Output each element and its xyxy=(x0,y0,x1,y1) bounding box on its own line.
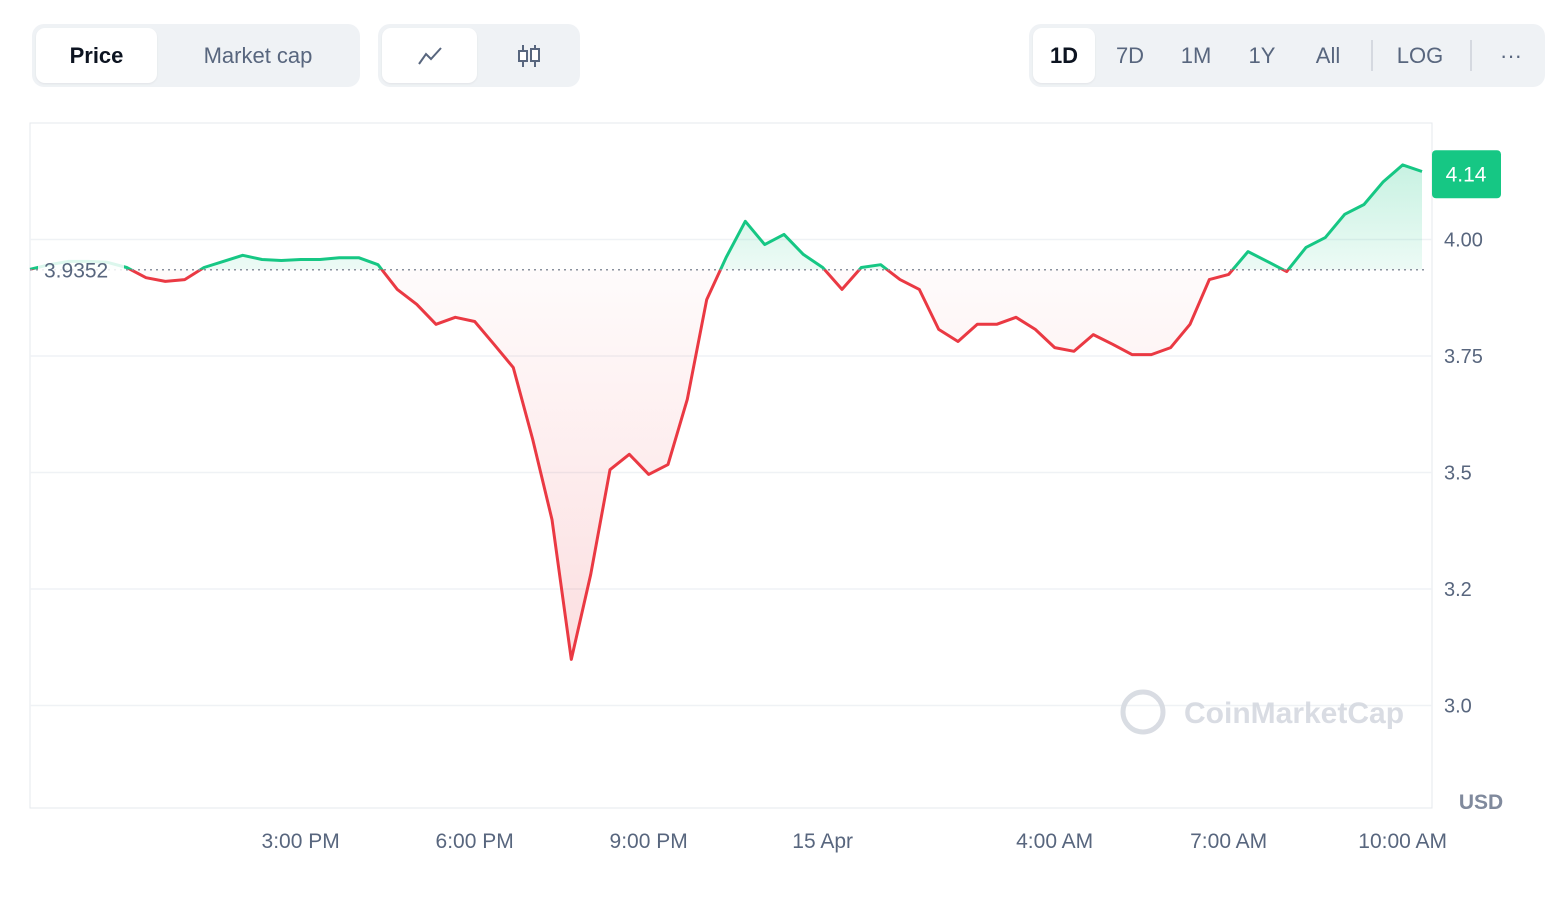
x-tick-label: 3:00 PM xyxy=(262,830,340,853)
line-icon xyxy=(417,46,442,65)
range-button[interactable]: 1M xyxy=(1180,42,1212,68)
range-button[interactable]: 1Y xyxy=(1248,42,1276,68)
baseline-label-bg xyxy=(38,255,124,284)
watermark-logo xyxy=(1120,689,1166,735)
candle-chart-button[interactable] xyxy=(481,28,576,83)
tab-group: Price Market cap xyxy=(32,24,360,87)
currency-label: USD xyxy=(1459,791,1503,814)
watermark: CoinMarketCap xyxy=(1120,689,1404,735)
tab[interactable]: Market cap xyxy=(203,42,313,68)
price-tag xyxy=(1432,150,1501,199)
separator xyxy=(1470,40,1472,71)
x-tick-label: 6:00 PM xyxy=(436,830,514,853)
range-button[interactable]: All xyxy=(1315,42,1341,68)
y-tick-label: 3.5 xyxy=(1444,462,1472,484)
y-tick-label: 4.00 xyxy=(1444,229,1483,251)
price-line xyxy=(29,163,1423,661)
baseline-label: 3.9352 xyxy=(44,260,108,283)
y-tick-label: 3.75 xyxy=(1444,346,1483,368)
x-tick-label: 7:00 AM xyxy=(1190,830,1267,853)
y-tick-label: 3.0 xyxy=(1444,695,1472,717)
chart-style-group xyxy=(378,24,580,87)
y-tick-label: 3.2 xyxy=(1444,579,1472,601)
range-button[interactable]: 7D xyxy=(1115,42,1145,68)
x-tick-label: 9:00 PM xyxy=(610,830,688,853)
x-tick-label: 15 Apr xyxy=(792,830,853,853)
plot-frame xyxy=(29,122,1433,809)
x-tick-label: 4:00 AM xyxy=(1016,830,1093,853)
range-group: LOG ··· 1D 7D 1M 1Y All xyxy=(1029,24,1545,87)
area-fill xyxy=(30,164,1422,660)
price-tag-label: 4.14 xyxy=(1446,163,1487,186)
tab[interactable]: Price xyxy=(36,28,157,83)
separator xyxy=(1371,40,1373,71)
x-tick-label: 10:00 AM xyxy=(1358,830,1447,853)
candle-icon xyxy=(517,44,540,67)
more-button[interactable]: ··· xyxy=(1500,42,1522,68)
log-button[interactable]: LOG xyxy=(1396,42,1444,68)
watermark-text: CoinMarketCap xyxy=(1184,697,1404,730)
line-chart-button[interactable] xyxy=(382,28,477,83)
range-button[interactable]: 1D xyxy=(1033,28,1095,83)
